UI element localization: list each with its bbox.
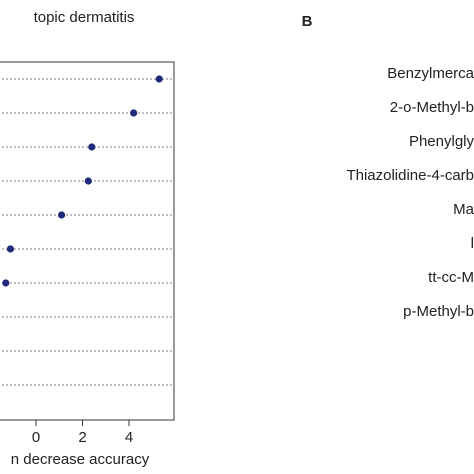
row-label: Phenylgly [409,133,474,150]
dot [84,177,92,185]
x-tick-label: 0 [32,429,40,446]
row-label: l [471,235,474,252]
dot [6,245,15,253]
panel-label: B [302,13,313,30]
row-label: Benzylmerca [387,65,474,82]
chart-title: topic dermatitis [34,9,135,26]
dot [88,143,96,151]
dot [2,279,10,287]
x-tick-label: 2 [78,429,86,446]
row-label: Thiazolidine-4-carb [346,167,474,184]
x-axis-label: n decrease accuracy [11,451,150,468]
dot [57,211,66,219]
row-label: Ma [453,201,474,218]
x-tick-label: 4 [125,429,133,446]
row-label: tt-cc-M [428,269,474,286]
dot [130,109,138,117]
row-label: 2-o-Methyl-b [390,99,474,116]
plot-frame [0,61,175,421]
row-label: p-Methyl-b [403,303,474,320]
dot [155,75,163,83]
